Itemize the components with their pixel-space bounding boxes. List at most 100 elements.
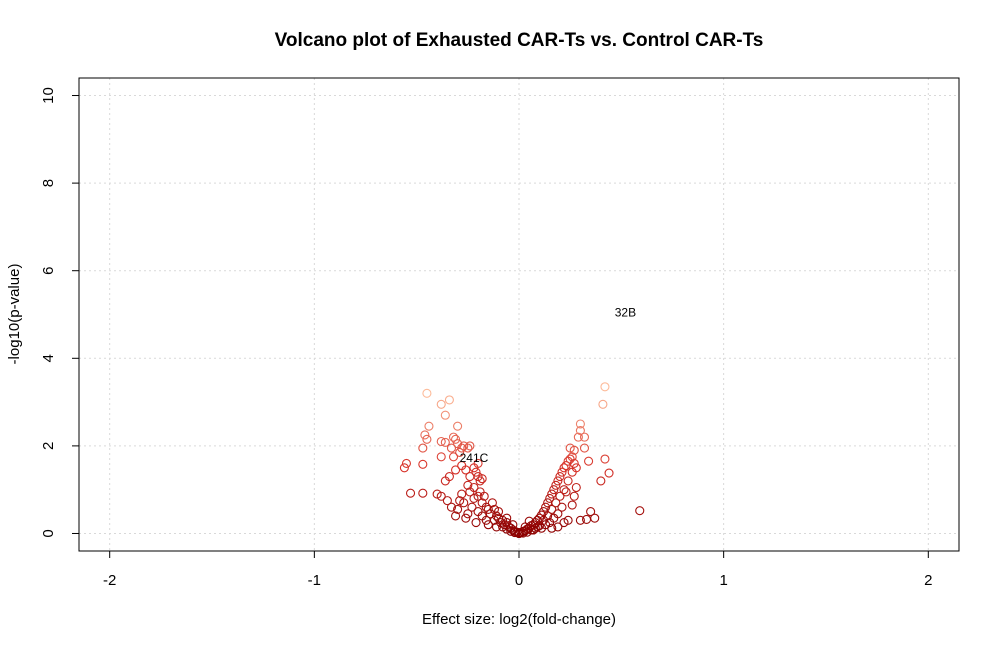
data-point-4 [418,459,428,469]
data-point-118 [555,491,565,501]
data-point-156 [586,507,596,517]
data-point-38 [473,458,483,468]
data-point-31 [451,465,461,475]
data-point-136 [584,456,594,466]
data-point-41 [442,496,452,506]
data-point-9 [424,421,434,431]
data-point-8 [422,434,432,444]
x-tick-label-1: -1 [308,572,321,589]
data-point-18 [448,432,459,442]
data-point-5 [418,488,428,498]
data-point-61 [479,491,489,501]
data-point-119 [557,467,567,477]
data-point-110 [545,493,555,503]
data-point-15 [440,437,450,447]
data-point-1 [401,458,411,468]
data-point-22 [455,447,465,458]
y-axis: 0 2 4 6 8 10 [40,87,79,538]
data-point-3 [418,443,428,453]
data-point-12 [436,399,446,409]
y-tick-label-5: 10 [40,87,57,104]
data-point-153 [547,523,557,533]
data-point-129 [571,463,581,473]
data-point-64 [483,504,493,514]
data-point-149 [528,525,538,535]
data-point-33 [461,465,471,475]
data-point-7 [420,430,430,440]
data-point-16 [444,395,454,405]
data-point-120 [559,463,569,473]
data-point-42 [446,502,457,512]
y-tick-label-1: 2 [40,442,57,450]
data-point-65 [483,520,493,530]
data-point-47 [459,498,469,508]
data-point-62 [481,502,491,512]
data-point-113 [549,485,559,495]
data-point-121 [559,485,569,495]
data-point-36 [471,467,481,477]
data-point-158 [596,476,606,486]
data-point-124 [563,476,573,486]
data-point-142 [557,502,567,512]
x-axis-label: Effect size: log2(fold-change) [422,611,616,628]
data-point-67 [487,498,497,508]
data-point-135 [579,432,590,442]
data-point-73 [493,507,504,517]
x-tick-label-3: 1 [719,572,727,589]
data-point-23 [457,443,467,453]
data-point-111 [547,489,557,499]
data-point-131 [569,445,579,455]
y-axis-label: -log10(p-value) [6,264,23,365]
x-tick-label-2: 0 [515,572,523,589]
data-point-13 [436,436,446,447]
data-point-157 [590,513,600,523]
data-point-159 [600,454,610,464]
data-point-49 [463,509,473,519]
data-point-140 [567,500,577,510]
data-point-163 [635,506,645,516]
data-point-116 [553,476,563,486]
point-annotations: 32B 241C [460,305,636,465]
data-point-151 [563,515,573,525]
data-points [399,382,645,539]
data-point-162 [600,382,610,392]
data-point-17 [446,443,457,453]
data-point-115 [551,498,561,508]
data-point-137 [579,443,590,453]
data-point-50 [463,480,473,490]
data-point-28 [436,452,446,462]
data-point-128 [569,458,579,468]
data-point-161 [598,399,608,409]
grid-lines [79,78,959,551]
data-point-30 [440,476,450,486]
data-point-43 [451,511,461,521]
data-point-0 [399,463,409,473]
data-point-11 [436,491,446,501]
data-point-114 [551,480,561,490]
data-point-57 [473,491,483,501]
data-point-27 [448,452,459,462]
data-point-26 [465,441,475,451]
data-point-54 [469,482,479,493]
y-tick-label-0: 0 [40,529,57,537]
data-point-2 [405,488,416,498]
x-axis: -2 -1 0 1 2 [103,551,932,589]
data-point-46 [457,489,467,499]
data-point-40 [477,474,487,484]
data-point-165 [508,520,518,530]
data-point-134 [575,419,585,429]
data-point-139 [569,491,579,501]
data-point-160 [604,468,614,478]
data-point-55 [471,517,481,528]
data-point-48 [461,513,471,523]
data-point-117 [555,471,565,482]
data-point-112 [547,504,557,514]
data-point-154 [575,515,585,525]
y-tick-label-2: 4 [40,354,57,362]
chart-title: Volcano plot of Exhausted CAR-Ts vs. Con… [275,30,764,51]
data-point-138 [571,482,581,493]
data-point-70 [491,511,502,521]
x-tick-label-0: -2 [103,572,116,589]
data-point-126 [567,452,577,462]
